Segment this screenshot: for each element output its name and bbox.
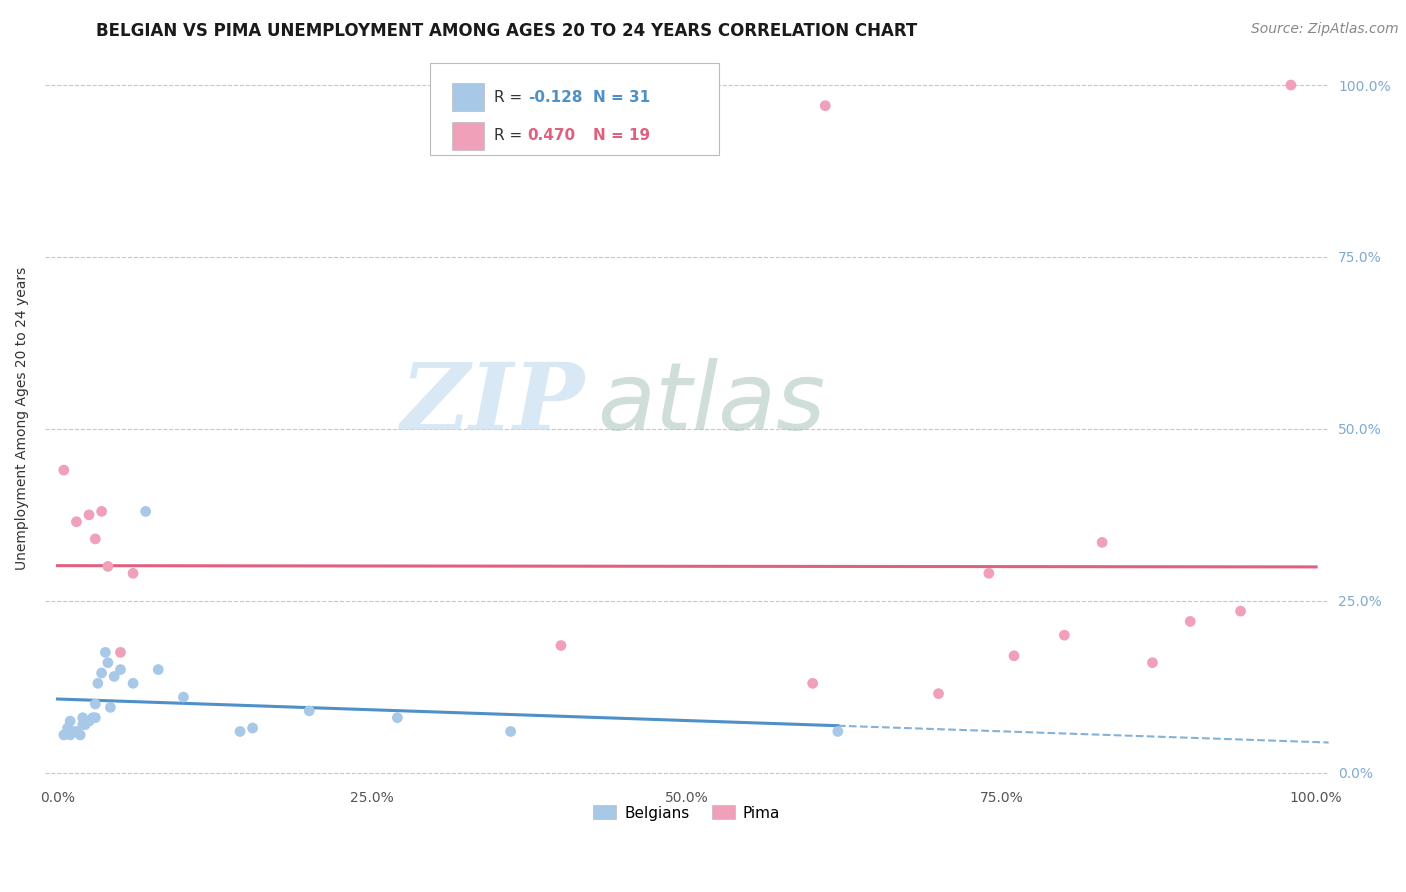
Point: [1180, 615, 1202, 629]
Point: [977, 566, 1000, 581]
Point: [59, 728, 82, 742]
Text: 0.470: 0.470: [527, 128, 576, 143]
Point: [298, 704, 321, 718]
Point: [1002, 648, 1025, 663]
Text: Source: ZipAtlas.com: Source: ZipAtlas.com: [1251, 22, 1399, 37]
Point: [110, 645, 132, 659]
Point: [1053, 628, 1076, 642]
Text: ZIP: ZIP: [399, 359, 583, 449]
Point: [87, 676, 110, 690]
Point: [84, 532, 107, 546]
Point: [229, 724, 252, 739]
Point: [59, 714, 82, 728]
Point: [90, 665, 112, 680]
Point: [84, 697, 107, 711]
Point: [94, 645, 117, 659]
Point: [69, 728, 91, 742]
Point: [550, 639, 572, 653]
Text: R =: R =: [495, 128, 527, 143]
Y-axis label: Unemployment Among Ages 20 to 24 years: Unemployment Among Ages 20 to 24 years: [15, 267, 30, 570]
Point: [1142, 656, 1164, 670]
Point: [56, 721, 79, 735]
Point: [814, 98, 837, 112]
Point: [172, 690, 194, 704]
Point: [928, 687, 950, 701]
Point: [77, 714, 100, 728]
Point: [62, 724, 84, 739]
Point: [387, 711, 409, 725]
Point: [827, 724, 849, 739]
Point: [97, 656, 120, 670]
Point: [242, 721, 264, 735]
Point: [65, 724, 87, 739]
Point: [135, 504, 157, 518]
Point: [122, 566, 145, 581]
Text: R =: R =: [495, 89, 527, 104]
Point: [72, 717, 94, 731]
Point: [122, 676, 145, 690]
Point: [801, 676, 824, 690]
Point: [82, 711, 104, 725]
Point: [148, 663, 170, 677]
Point: [100, 700, 122, 714]
Point: [65, 515, 87, 529]
Point: [75, 717, 97, 731]
Point: [1091, 535, 1114, 549]
Point: [52, 728, 75, 742]
Point: [1229, 604, 1251, 618]
Point: [499, 724, 522, 739]
Point: [1279, 78, 1302, 92]
FancyBboxPatch shape: [451, 121, 484, 150]
Text: BELGIAN VS PIMA UNEMPLOYMENT AMONG AGES 20 TO 24 YEARS CORRELATION CHART: BELGIAN VS PIMA UNEMPLOYMENT AMONG AGES …: [96, 22, 917, 40]
Point: [84, 711, 107, 725]
FancyBboxPatch shape: [430, 63, 718, 155]
Text: atlas: atlas: [598, 359, 825, 450]
Point: [103, 669, 125, 683]
Text: N = 31: N = 31: [593, 89, 650, 104]
Point: [90, 504, 112, 518]
Point: [52, 463, 75, 477]
FancyBboxPatch shape: [451, 83, 484, 111]
Point: [110, 663, 132, 677]
Text: N = 19: N = 19: [593, 128, 650, 143]
Text: -0.128: -0.128: [527, 89, 582, 104]
Legend: Belgians, Pima: Belgians, Pima: [588, 799, 786, 827]
Point: [97, 559, 120, 574]
Point: [77, 508, 100, 522]
Point: [72, 711, 94, 725]
